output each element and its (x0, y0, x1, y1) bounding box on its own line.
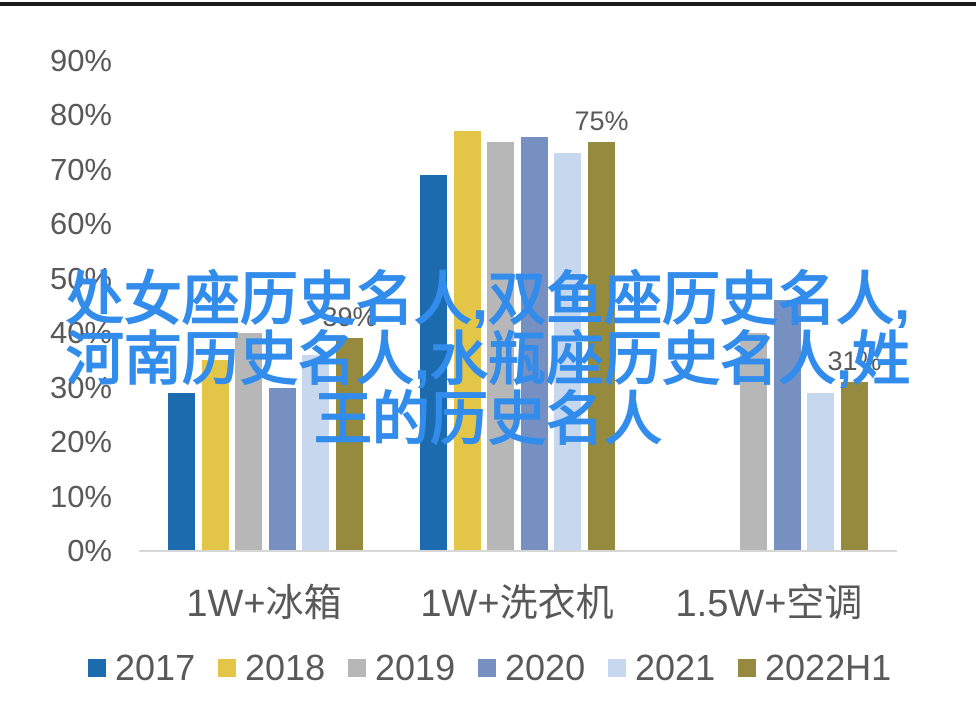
legend-label-2018: 2018 (245, 647, 326, 688)
legend-item-2021: 2021 (608, 647, 716, 688)
category-label-1: 1W+冰箱 (186, 583, 342, 625)
legend-label-2021: 2021 (635, 647, 716, 688)
bar-2021-1.5W+空调 (807, 392, 835, 551)
bar-2017-1W+冰箱 (168, 392, 195, 551)
legend-item-2020: 2020 (478, 647, 586, 688)
legend-item-2017: 2017 (88, 647, 196, 688)
bar-2022H1-1W+冰箱 (336, 338, 363, 551)
data-label: 75% (574, 106, 629, 137)
bar-2020-1W+洗衣机 (520, 136, 548, 551)
category-label-2: 1W+洗衣机 (420, 583, 614, 625)
legend-swatch-2017 (88, 659, 106, 677)
legend-label-2017: 2017 (115, 647, 196, 688)
legend-label-2019: 2019 (375, 647, 456, 688)
bar-2021-1W+洗衣机 (554, 153, 582, 551)
y-axis-tick-label: 80% (49, 97, 112, 132)
y-axis-tick-label: 0% (67, 533, 112, 568)
top-border-line (0, 2, 976, 6)
legend-swatch-2022H1 (738, 659, 756, 677)
category-label-3: 1.5W+空调 (675, 583, 863, 625)
legend-item-2019: 2019 (348, 647, 456, 688)
overlay-title: 处女座历史名人,双鱼座历史名人, 河南历史名人,水瓶座历史名人,姓 王的历史名人 (0, 270, 976, 450)
y-axis-tick-label: 10% (49, 478, 112, 514)
legend-swatch-2020 (478, 659, 496, 677)
y-axis-tick-label: 40% (49, 315, 112, 350)
y-axis-tick-label: 70% (49, 151, 112, 187)
legend-swatch-2018 (218, 659, 236, 677)
y-axis-tick-label: 30% (49, 369, 112, 405)
bar-2018-1W+洗衣机 (453, 131, 481, 551)
x-axis-line (139, 550, 897, 552)
overlay-title-line-3: 王的历史名人 (313, 387, 662, 452)
bar-2020-1.5W+空调 (773, 300, 801, 551)
bar-2018-1W+冰箱 (201, 360, 229, 551)
y-axis-tick-label: 20% (49, 424, 112, 459)
overlay-title-line-2: 河南历史名人,水瓶座历史名人,姓 (65, 327, 911, 392)
data-label: 31% (827, 346, 882, 377)
legend-item-2018: 2018 (218, 647, 326, 688)
legend-label-2020: 2020 (505, 647, 586, 688)
bar-2017-1W+洗衣机 (420, 174, 447, 551)
legend-item-2022H1: 2022H1 (738, 647, 892, 688)
bar-2022H1-1W+洗衣机 (588, 142, 615, 551)
y-axis-tick-label: 90% (49, 42, 112, 78)
overlay-title-line-1: 处女座历史名人,双鱼座历史名人, (65, 267, 911, 332)
bar-2021-1W+冰箱 (302, 354, 330, 551)
bar-2019-1W+洗衣机 (487, 142, 515, 551)
y-axis-tick-label: 60% (49, 206, 112, 241)
y-axis-tick-label: 50% (49, 260, 112, 296)
legend-swatch-2019 (348, 659, 366, 677)
bar-2020-1W+冰箱 (268, 387, 296, 551)
bar-2022H1-1.5W+空调 (841, 382, 868, 551)
legend-swatch-2021 (608, 659, 626, 677)
legend-label-2022H1: 2022H1 (765, 647, 892, 688)
data-label: 39% (322, 302, 377, 333)
bar-2019-1W+冰箱 (235, 333, 263, 551)
bar-2019-1.5W+空调 (740, 333, 768, 551)
